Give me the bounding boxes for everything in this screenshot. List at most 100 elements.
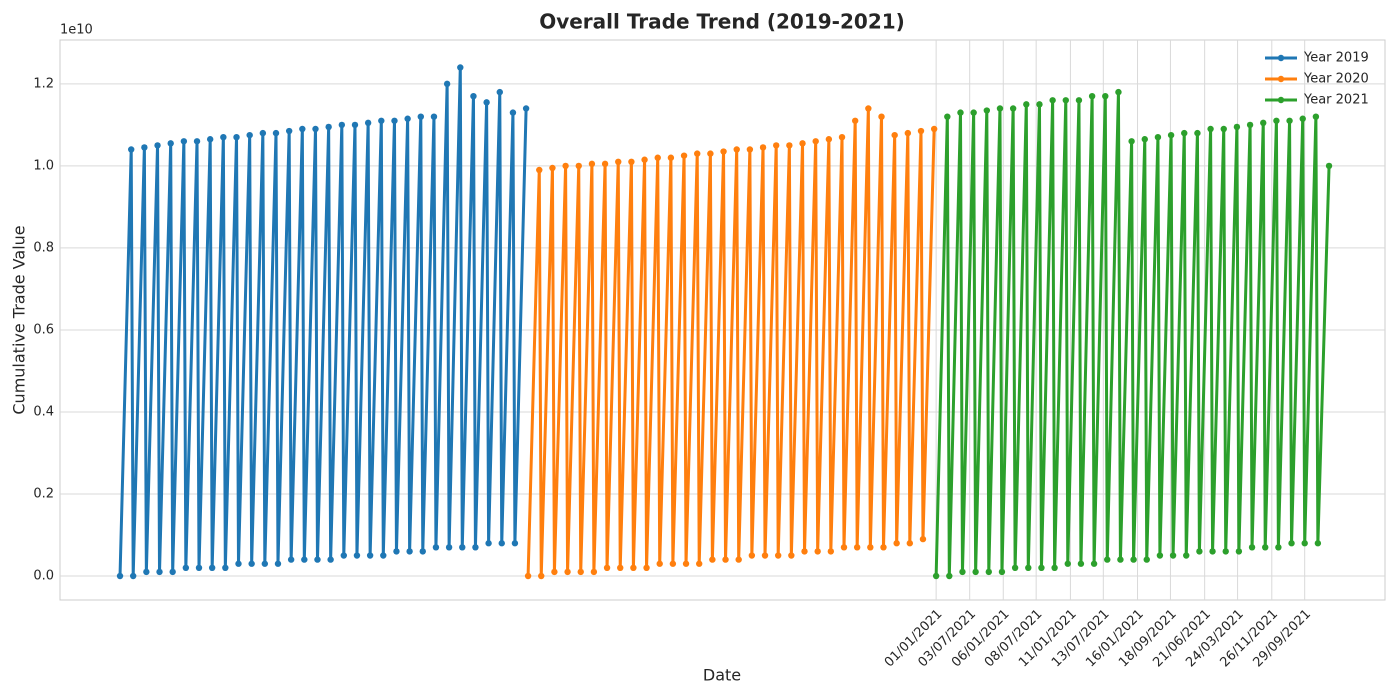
data-point — [641, 156, 648, 163]
data-point — [1088, 92, 1096, 100]
data-point — [812, 138, 819, 145]
data-point — [1194, 129, 1201, 137]
data-point — [285, 127, 293, 135]
data-point — [1209, 548, 1216, 555]
data-point — [1102, 92, 1109, 100]
data-point — [1233, 123, 1241, 131]
data-point — [799, 140, 806, 147]
data-point — [472, 544, 479, 551]
data-point — [1183, 552, 1190, 559]
data-point — [1286, 117, 1293, 124]
data-point — [722, 556, 729, 563]
data-point — [880, 544, 887, 551]
legend-marker — [1277, 54, 1285, 62]
data-point — [287, 556, 295, 563]
data-point — [1104, 556, 1111, 563]
data-point — [1248, 544, 1256, 551]
data-point — [498, 540, 505, 547]
y-tick-label: 1.0 — [33, 158, 54, 173]
data-point — [628, 158, 635, 166]
data-point — [1222, 548, 1229, 555]
data-point — [774, 552, 782, 559]
data-point — [246, 131, 253, 139]
data-point — [654, 154, 661, 161]
data-point — [970, 109, 977, 116]
y-tick-label: 0.0 — [33, 569, 54, 584]
data-point — [1167, 131, 1175, 139]
data-point — [746, 146, 754, 153]
data-point — [930, 125, 938, 133]
data-point — [1051, 564, 1058, 572]
data-point — [417, 113, 425, 120]
data-point — [1011, 564, 1019, 572]
data-point — [522, 105, 530, 112]
data-point — [483, 99, 490, 106]
data-point — [946, 572, 953, 580]
data-point — [299, 125, 306, 133]
data-point — [1077, 560, 1085, 567]
data-point — [272, 129, 280, 137]
data-point — [680, 152, 688, 159]
data-point — [761, 552, 769, 559]
y-axis-label: Cumulative Trade Value — [10, 225, 29, 414]
y-offset-label: 1e10 — [60, 23, 93, 38]
data-point — [327, 556, 334, 563]
data-point — [985, 568, 992, 576]
data-point — [957, 109, 964, 116]
data-point — [274, 560, 282, 567]
data-point — [443, 80, 451, 88]
data-point — [577, 568, 584, 576]
data-point — [220, 133, 227, 141]
data-point — [891, 131, 898, 139]
data-point — [470, 92, 477, 100]
data-point — [1009, 105, 1017, 112]
data-point — [364, 119, 372, 127]
data-point — [1196, 548, 1203, 555]
chart-title: Overall Trade Trend (2019-2021) — [539, 10, 905, 34]
legend-label: Year 2021 — [1303, 93, 1369, 108]
data-point — [406, 548, 413, 555]
data-point — [773, 142, 780, 149]
data-point — [1314, 540, 1322, 547]
data-point — [562, 162, 569, 170]
data-point — [156, 568, 163, 576]
data-point — [380, 552, 387, 559]
data-point — [788, 552, 795, 559]
data-point — [1038, 564, 1045, 572]
legend-label: Year 2019 — [1303, 51, 1369, 66]
data-point — [917, 127, 925, 135]
data-point — [590, 568, 598, 576]
data-point — [393, 548, 400, 555]
data-point — [457, 64, 464, 71]
series-line — [934, 90, 1331, 578]
data-point — [208, 564, 216, 572]
data-point — [154, 142, 161, 149]
data-point — [906, 540, 914, 547]
data-point — [128, 146, 135, 153]
data-point — [1169, 552, 1177, 559]
data-point — [851, 117, 859, 124]
data-point — [669, 560, 677, 567]
data-point — [1260, 119, 1267, 127]
data-point — [248, 560, 255, 567]
legend-label: Year 2020 — [1303, 72, 1369, 87]
data-point — [325, 123, 332, 131]
data-point — [314, 556, 321, 563]
data-point — [338, 121, 346, 129]
data-point — [601, 160, 609, 168]
data-point — [786, 142, 793, 149]
y-tick-label: 0.8 — [33, 240, 54, 255]
data-point — [378, 117, 385, 124]
data-point — [1246, 121, 1254, 129]
data-point — [1025, 564, 1032, 572]
data-point — [932, 572, 940, 580]
data-point — [878, 113, 885, 120]
data-point — [1117, 556, 1124, 563]
data-point — [827, 548, 835, 555]
data-point — [169, 568, 176, 576]
data-point — [366, 552, 374, 559]
y-tick-label: 0.2 — [33, 486, 54, 501]
data-point — [735, 556, 742, 563]
data-point — [261, 560, 269, 567]
